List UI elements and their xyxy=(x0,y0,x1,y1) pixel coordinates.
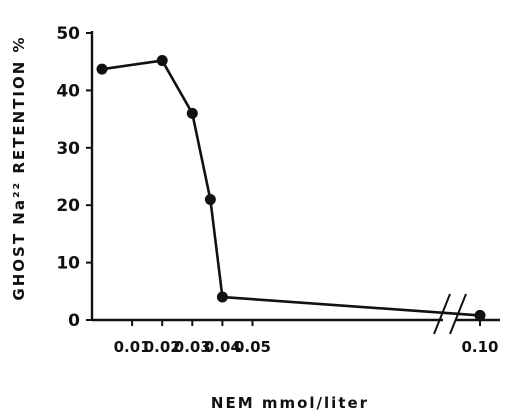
axes xyxy=(90,31,500,335)
y-tick-label: 50 xyxy=(56,24,80,44)
y-axis-title: GHOST Na²² RETENTION % xyxy=(10,35,28,300)
x-axis-title: NEM mmol/liter xyxy=(211,394,369,412)
series-line xyxy=(101,59,481,317)
x-tick-label: 0.02 xyxy=(144,338,181,356)
x-ticks: 0.010.020.030.040.05 0.10 xyxy=(114,320,499,356)
x-tick-label: 0.01 xyxy=(114,338,151,356)
y-tick-label: 10 xyxy=(56,254,80,274)
data-point xyxy=(474,309,486,321)
data-point xyxy=(156,55,168,67)
y-tick-label: 40 xyxy=(56,81,80,101)
x-tick-label: 0.05 xyxy=(234,338,271,356)
series xyxy=(96,55,486,321)
data-point xyxy=(96,63,108,75)
y-tick-label: 30 xyxy=(56,139,80,159)
y-ticks: 0 10 20 30 40 50 xyxy=(56,24,92,331)
x-tick-label: 0.04 xyxy=(204,338,241,356)
y-tick-label: 20 xyxy=(56,196,80,216)
data-point xyxy=(204,193,216,205)
x-tick-label: 0.03 xyxy=(174,338,211,356)
y-tick-label: 0 xyxy=(68,311,80,331)
data-point xyxy=(216,291,228,303)
x-tick-label: 0.10 xyxy=(461,338,498,356)
data-point xyxy=(186,107,198,119)
